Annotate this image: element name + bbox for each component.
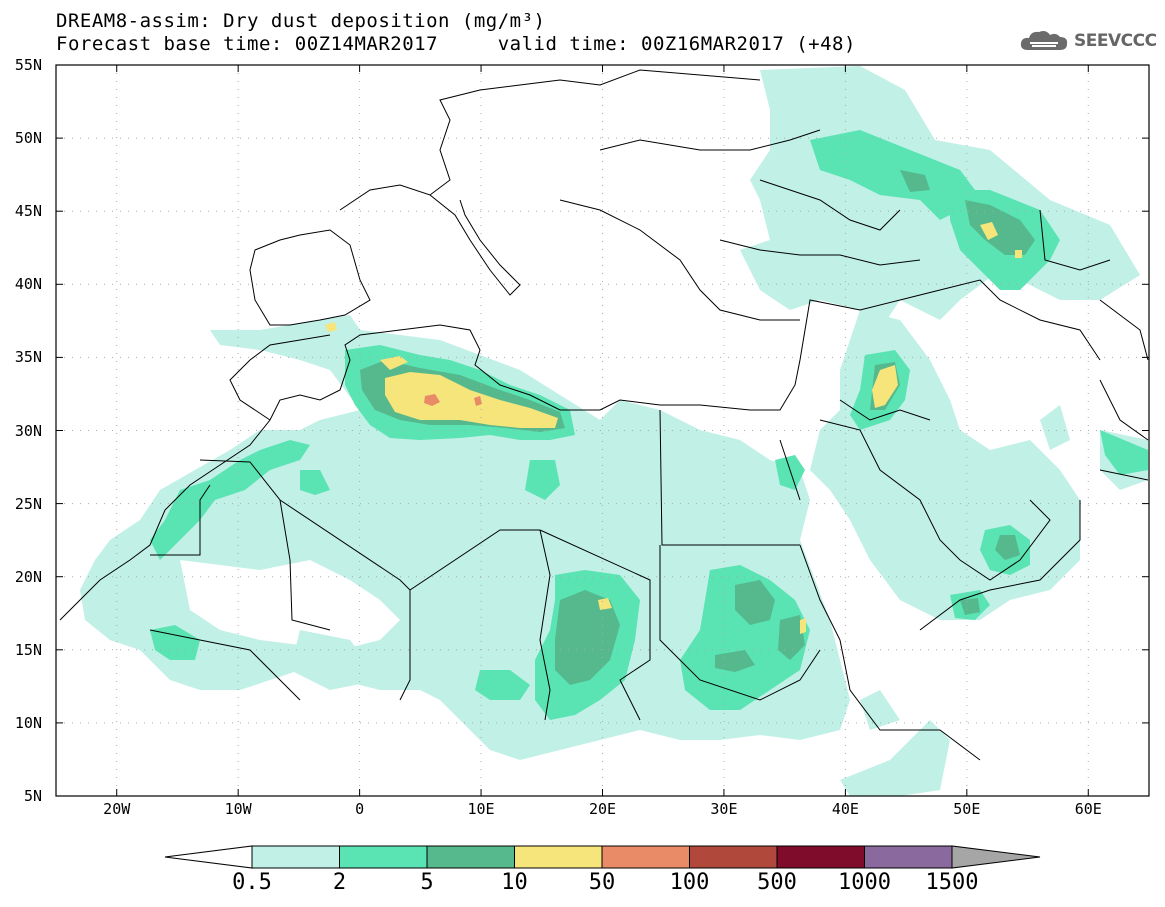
lat-label: 40N (14, 275, 42, 294)
colorbar-swatch (864, 845, 953, 869)
lat-label: 15N (14, 640, 42, 659)
colorbar-label: 5 (420, 870, 434, 895)
map-subtitle: Forecast base time: 00Z14MAR2017 valid t… (56, 33, 856, 55)
lon-label: 10W (224, 800, 252, 818)
colorbar-label: 2 (332, 870, 347, 895)
lat-label: 20N (14, 567, 42, 586)
axis-ticks (56, 64, 1149, 797)
cloud-icon (1020, 31, 1068, 50)
colorbar-label: 1500 (925, 870, 979, 895)
colorbar-swatch (689, 845, 778, 869)
lon-label: 40E (831, 800, 859, 818)
colorbar-label: 0.5 (232, 870, 272, 895)
colorbar-swatch (251, 845, 340, 869)
logo: SEEVCCC (1018, 26, 1157, 56)
deposition-layer-10 (325, 222, 1022, 634)
map-title: DREAM8-assim: Dry dust deposition (mg/m³… (56, 10, 546, 32)
lon-label: 20W (103, 800, 131, 818)
lon-label: 0 (355, 800, 365, 818)
colorbar-over-triangle (951, 845, 1041, 869)
lat-label: 10N (14, 713, 42, 732)
colorbar-swatch (426, 845, 515, 869)
lat-label: 25N (14, 494, 42, 513)
lon-label: 20E (588, 800, 617, 818)
colorbar-under-triangle (164, 845, 253, 869)
country-borders (59, 69, 1149, 761)
lon-label: 30E (710, 800, 738, 818)
colorbar-swatch (514, 845, 603, 869)
lon-label: 50E (953, 800, 981, 818)
lat-label: 50N (14, 129, 42, 148)
colorbar-label: 100 (669, 870, 710, 895)
colorbar-label: 50 (588, 870, 616, 895)
logo-text: SEEVCCC (1074, 31, 1157, 51)
colorbar-label: 10 (501, 870, 528, 895)
deposition-layer-50 (424, 394, 482, 406)
lat-label: 35N (14, 348, 42, 367)
colorbar-swatch (339, 845, 428, 869)
colorbar-label: 500 (757, 870, 797, 895)
colorbar-label: 1000 (838, 870, 891, 895)
lon-label: 60E (1074, 800, 1102, 818)
colorbar-swatch (601, 845, 690, 869)
lat-label: 55N (14, 56, 42, 74)
lon-label: 10E (467, 800, 495, 818)
lat-label: 5N (23, 787, 42, 805)
lat-label: 30N (14, 421, 42, 440)
lat-label: 45N (14, 202, 42, 221)
colorbar-swatch (776, 845, 865, 869)
